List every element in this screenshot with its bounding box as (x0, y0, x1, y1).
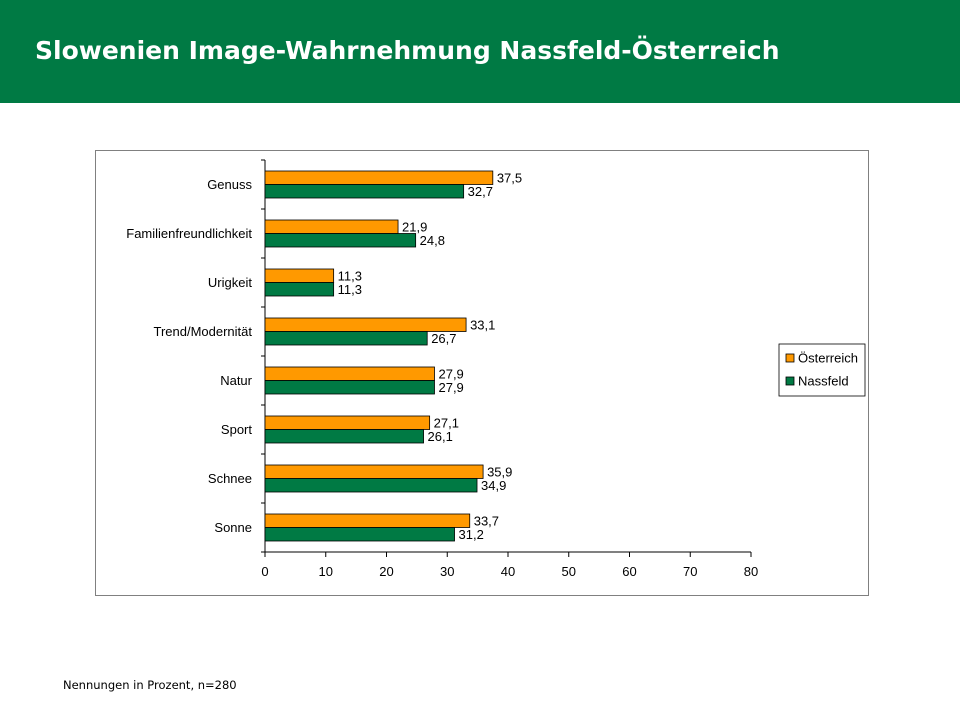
data-label: 24,8 (420, 233, 445, 248)
legend-label: Österreich (798, 351, 858, 366)
chart-frame: Genuss 37,5 32,7 Familienfreundlichkeit 21,9… (95, 150, 869, 596)
x-tick-label: 40 (501, 564, 515, 579)
bar-nassfeld (264, 380, 435, 395)
legend-swatch (785, 376, 795, 386)
bar-nassfeld (264, 527, 455, 542)
category-label: Schnee (208, 471, 252, 486)
bar-nassfeld (264, 184, 465, 199)
header-bar: Slowenien Image-Wahrnehmung Nassfeld-Öst… (0, 0, 960, 103)
category-label: Trend/Modernität (153, 324, 252, 339)
category-label: Sonne (214, 520, 252, 535)
x-tick-label: 80 (744, 564, 758, 579)
footnote: Nennungen in Prozent, n=280 (63, 678, 237, 692)
data-label: 26,1 (428, 429, 453, 444)
data-label: 26,7 (431, 331, 456, 346)
category-label: Familienfreundlichkeit (126, 226, 252, 241)
bar-oesterreich (264, 317, 467, 332)
data-label: 27,9 (438, 380, 463, 395)
x-tick-label: 0 (261, 564, 268, 579)
data-label: 34,9 (481, 478, 506, 493)
bar-nassfeld (264, 429, 424, 444)
data-label: 27,1 (434, 416, 459, 431)
data-label: 11,3 (338, 282, 362, 297)
x-tick-label: 70 (683, 564, 697, 579)
bar-oesterreich (264, 268, 335, 283)
legend-box (778, 343, 866, 397)
bar-nassfeld (264, 282, 335, 297)
data-label: 37,5 (497, 171, 522, 186)
bar-nassfeld (264, 478, 478, 493)
data-label: 33,1 (470, 318, 495, 333)
bar-oesterreich (264, 170, 494, 185)
data-label: 11,3 (338, 269, 362, 284)
category-label: Genuss (207, 177, 252, 192)
category-label: Sport (221, 422, 252, 437)
category-label: Urigkeit (208, 275, 252, 290)
data-label: 33,7 (474, 514, 499, 529)
x-tick-label: 50 (562, 564, 576, 579)
bar-oesterreich (264, 464, 484, 479)
bar-chart: Genuss 37,5 32,7 Familienfreundlichkeit 21,9… (126, 159, 866, 579)
data-label: 31,2 (459, 527, 484, 542)
x-tick-label: 20 (379, 564, 393, 579)
data-label: 27,9 (438, 367, 463, 382)
bar-oesterreich (264, 415, 431, 430)
data-label: 21,9 (402, 220, 427, 235)
legend-label: Nassfeld (798, 374, 849, 389)
data-label: 32,7 (468, 184, 493, 199)
category-label: Natur (220, 373, 252, 388)
data-label: 35,9 (487, 465, 512, 480)
legend-swatch (785, 353, 795, 363)
bar-nassfeld (264, 233, 417, 248)
x-tick-label: 10 (319, 564, 333, 579)
bar-oesterreich (264, 219, 399, 234)
bar-nassfeld (264, 331, 428, 346)
page-title: Slowenien Image-Wahrnehmung Nassfeld-Öst… (35, 36, 780, 65)
x-tick-label: 30 (440, 564, 454, 579)
bar-oesterreich (264, 513, 471, 528)
x-tick-label: 60 (622, 564, 636, 579)
bar-oesterreich (264, 366, 435, 381)
